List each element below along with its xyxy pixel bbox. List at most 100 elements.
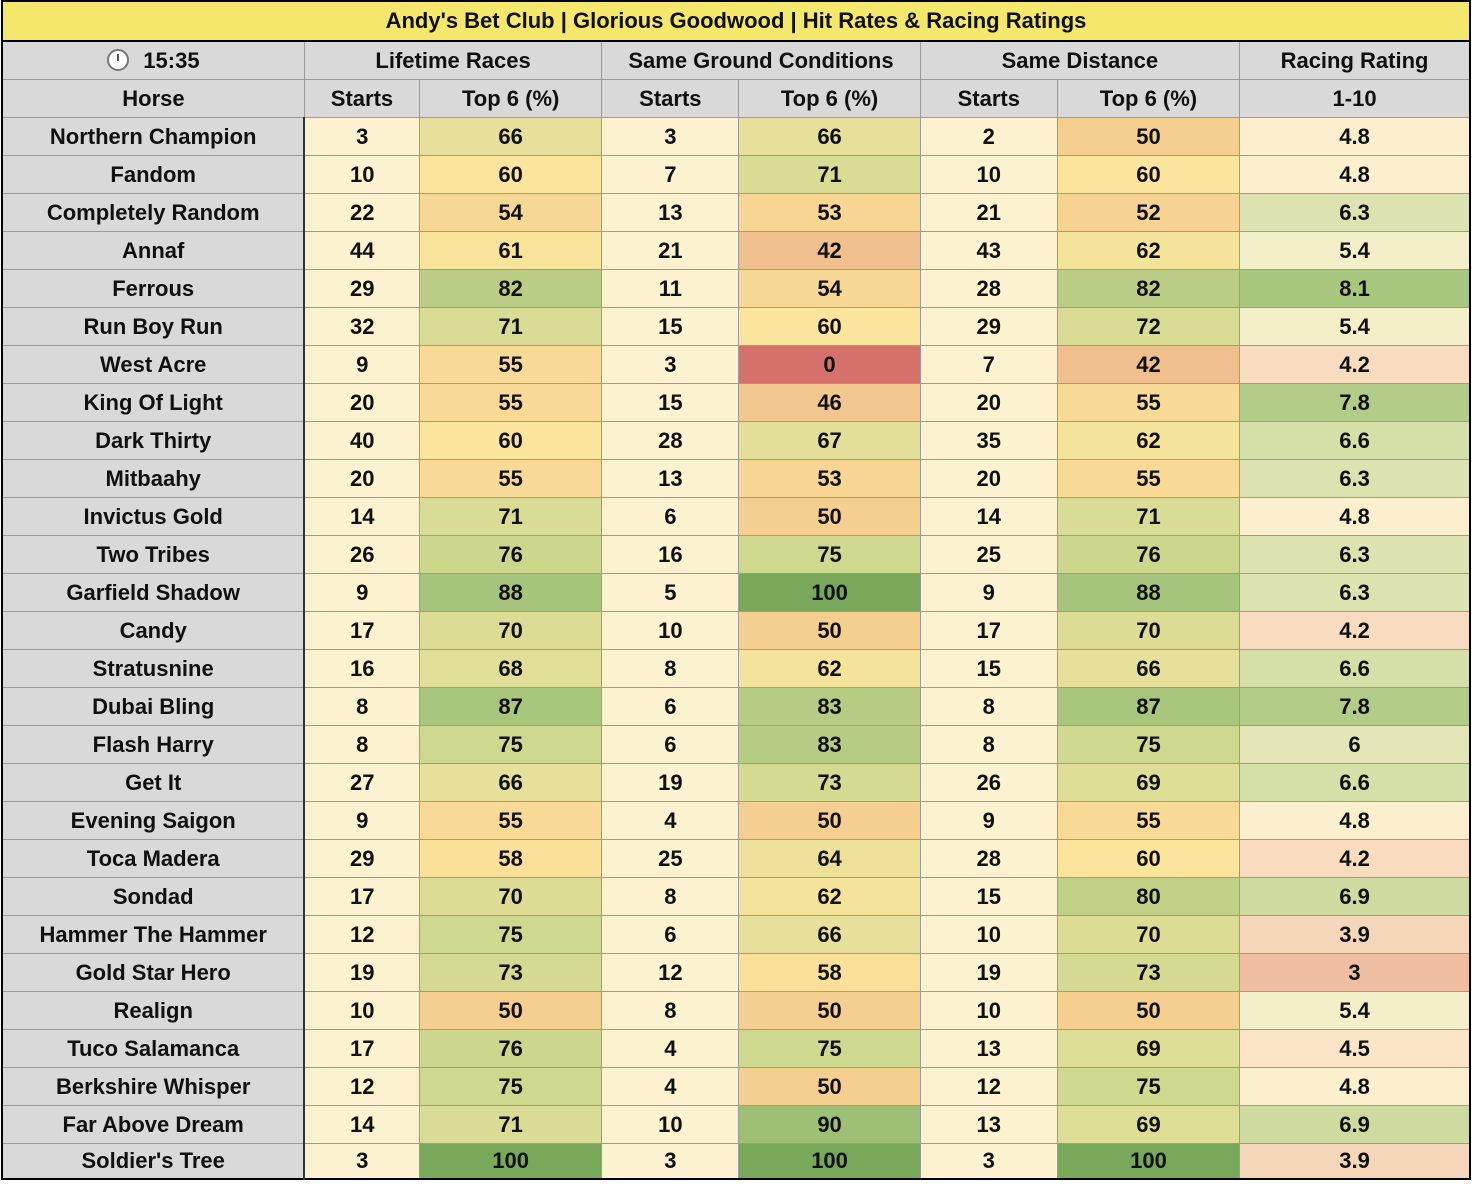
horse-row: Completely Random 22 54 13 53 21 52 6.3 xyxy=(1,193,1471,232)
starts: 6 xyxy=(601,725,740,764)
horse-row: Annaf 44 61 21 42 43 62 5.4 xyxy=(1,231,1471,270)
starts: 19 xyxy=(303,953,421,992)
racing-rating: 4.8 xyxy=(1239,497,1471,536)
starts: 6 xyxy=(601,687,740,726)
starts: 10 xyxy=(919,155,1058,194)
top6-percent: 46 xyxy=(738,383,921,422)
starts: 20 xyxy=(303,459,421,498)
horse-row: Dark Thirty 40 60 28 67 35 62 6.6 xyxy=(1,421,1471,460)
starts: 14 xyxy=(303,497,421,536)
top6-percent: 75 xyxy=(738,535,921,574)
top6-percent: 42 xyxy=(1056,345,1241,384)
top6-percent: 100 xyxy=(419,1143,603,1180)
top6-percent: 76 xyxy=(419,535,603,574)
starts: 29 xyxy=(303,269,421,308)
starts: 6 xyxy=(601,497,740,536)
starts: 20 xyxy=(303,383,421,422)
starts: 8 xyxy=(601,877,740,916)
top6-percent: 64 xyxy=(738,839,921,878)
top6-percent: 55 xyxy=(419,459,603,498)
starts: 22 xyxy=(303,193,421,232)
starts: 8 xyxy=(601,991,740,1030)
top6-percent: 66 xyxy=(419,117,603,156)
top6-percent: 55 xyxy=(419,345,603,384)
top6-percent: 62 xyxy=(1056,421,1241,460)
starts: 16 xyxy=(303,649,421,688)
starts: 40 xyxy=(303,421,421,460)
horse-row: Mitbaahy 20 55 13 53 20 55 6.3 xyxy=(1,459,1471,498)
horse-name: Completely Random xyxy=(1,193,306,232)
top6-percent: 88 xyxy=(419,573,603,612)
group-header: Same Distance xyxy=(919,40,1241,80)
top6-percent: 100 xyxy=(738,573,921,612)
starts: 28 xyxy=(919,839,1058,878)
horse-row: Get It 27 66 19 73 26 69 6.6 xyxy=(1,763,1471,802)
top6-percent: 62 xyxy=(738,877,921,916)
racing-rating: 5.4 xyxy=(1239,307,1471,346)
starts: 9 xyxy=(919,801,1058,840)
starts: 8 xyxy=(303,687,421,726)
top6-percent: 60 xyxy=(1056,839,1241,878)
top6-percent: 83 xyxy=(738,725,921,764)
title-row: Andy's Bet Club | Glorious Goodwood | Hi… xyxy=(1,0,1471,42)
starts: 6 xyxy=(601,915,740,954)
horse-name: Invictus Gold xyxy=(1,497,306,536)
top6-percent: 75 xyxy=(738,1029,921,1068)
horse-name: West Acre xyxy=(1,345,306,384)
horse-name: Hammer The Hammer xyxy=(1,915,306,954)
starts: 7 xyxy=(919,345,1058,384)
horse-name: Soldier's Tree xyxy=(1,1143,306,1180)
racing-rating: 6.3 xyxy=(1239,573,1471,612)
starts: 15 xyxy=(601,383,740,422)
top6-percent: 88 xyxy=(1056,573,1241,612)
racing-rating: 4.5 xyxy=(1239,1029,1471,1068)
horse-row: Dubai Bling 8 87 6 83 8 87 7.8 xyxy=(1,687,1471,726)
top6-percent: 54 xyxy=(419,193,603,232)
top6-percent: 73 xyxy=(419,953,603,992)
horse-name: Fandom xyxy=(1,155,306,194)
top6-percent: 70 xyxy=(419,877,603,916)
racing-rating: 6.6 xyxy=(1239,421,1471,460)
column-header: Starts xyxy=(303,79,421,118)
starts: 29 xyxy=(303,839,421,878)
top6-percent: 58 xyxy=(419,839,603,878)
top6-percent: 75 xyxy=(419,725,603,764)
starts: 5 xyxy=(601,573,740,612)
racing-rating: 6.6 xyxy=(1239,649,1471,688)
starts: 44 xyxy=(303,231,421,270)
starts: 4 xyxy=(601,801,740,840)
top6-percent: 71 xyxy=(419,1105,603,1144)
horse-name: Stratusnine xyxy=(1,649,306,688)
racing-rating: 3.9 xyxy=(1239,915,1471,954)
starts: 15 xyxy=(919,877,1058,916)
starts: 3 xyxy=(601,345,740,384)
starts: 3 xyxy=(303,117,421,156)
horse-row: Ferrous 29 82 11 54 28 82 8.1 xyxy=(1,269,1471,308)
top6-percent: 54 xyxy=(738,269,921,308)
top6-percent: 75 xyxy=(1056,1067,1241,1106)
stopwatch-icon xyxy=(107,48,130,71)
top6-percent: 62 xyxy=(1056,231,1241,270)
top6-percent: 72 xyxy=(1056,307,1241,346)
top6-percent: 71 xyxy=(419,307,603,346)
top6-percent: 83 xyxy=(738,687,921,726)
starts: 8 xyxy=(303,725,421,764)
column-header: Top 6 (%) xyxy=(738,79,921,118)
starts: 27 xyxy=(303,763,421,802)
horse-name: Realign xyxy=(1,991,306,1030)
starts: 9 xyxy=(303,345,421,384)
top6-percent: 50 xyxy=(1056,117,1241,156)
racing-rating: 8.1 xyxy=(1239,269,1471,308)
top6-percent: 55 xyxy=(1056,801,1241,840)
column-header: 1-10 xyxy=(1239,79,1471,118)
top6-percent: 71 xyxy=(738,155,921,194)
starts: 8 xyxy=(919,725,1058,764)
top6-percent: 87 xyxy=(1056,687,1241,726)
top6-percent: 82 xyxy=(419,269,603,308)
racing-rating: 6.9 xyxy=(1239,877,1471,916)
starts: 10 xyxy=(919,915,1058,954)
starts: 14 xyxy=(919,497,1058,536)
starts: 20 xyxy=(919,383,1058,422)
horse-row: Evening Saigon 9 55 4 50 9 55 4.8 xyxy=(1,801,1471,840)
racing-rating: 6.3 xyxy=(1239,535,1471,574)
